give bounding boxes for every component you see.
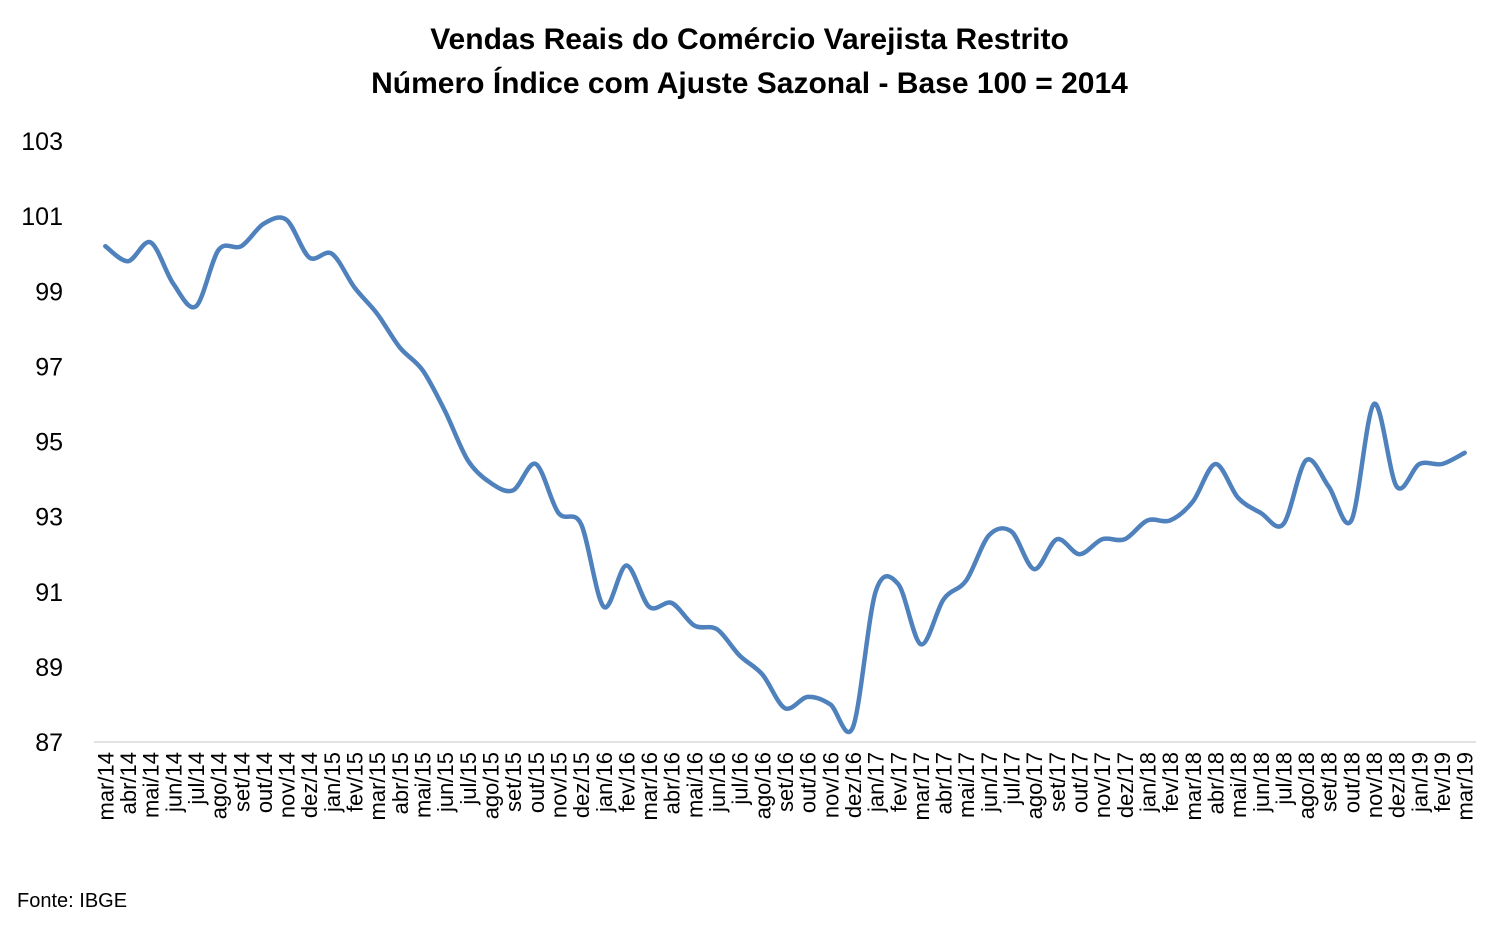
x-tick-label: mar/18 xyxy=(1181,752,1206,820)
x-tick-label: abr/16 xyxy=(660,752,685,814)
x-tick-label: mar/16 xyxy=(637,752,662,820)
x-tick-label: set/18 xyxy=(1317,752,1342,812)
x-tick-label: mar/14 xyxy=(93,752,118,820)
x-tick-label: set/15 xyxy=(501,752,526,812)
x-tick-label: fev/19 xyxy=(1430,752,1455,812)
chart-title: Vendas Reais do Comércio Varejista Restr… xyxy=(0,18,1499,106)
x-tick-label: jan/15 xyxy=(320,752,345,813)
y-tick-label: 87 xyxy=(35,729,63,757)
x-tick-label: jun/16 xyxy=(705,752,730,813)
x-tick-label: out/15 xyxy=(524,752,549,813)
x-tick-label: fev/17 xyxy=(886,752,911,812)
x-tick-label: abr/18 xyxy=(1203,752,1228,814)
x-tick-label: nov/18 xyxy=(1362,752,1387,818)
x-tick-label: nov/15 xyxy=(546,752,571,818)
x-tick-label: set/14 xyxy=(229,752,254,812)
x-tick-label: fev/18 xyxy=(1158,752,1183,812)
x-tick-label: nov/17 xyxy=(1090,752,1115,818)
x-tick-label: jul/16 xyxy=(728,752,753,806)
source-note: Fonte: IBGE xyxy=(17,890,128,912)
x-tick-label: jul/14 xyxy=(184,752,209,806)
chart-title-line-2: Número Índice com Ajuste Sazonal - Base … xyxy=(371,67,1128,100)
x-tick-label: ago/18 xyxy=(1294,752,1319,819)
x-tick-label: dez/18 xyxy=(1385,752,1410,818)
x-tick-label: dez/15 xyxy=(569,752,594,818)
x-tick-label: jun/14 xyxy=(161,752,186,813)
y-tick-label: 99 xyxy=(35,278,63,306)
y-axis-ticks: 87 89 91 93 95 97 99 101 103 xyxy=(21,128,63,757)
x-tick-label: mai/16 xyxy=(682,752,707,818)
x-tick-label: fev/15 xyxy=(343,752,368,812)
x-tick-label: set/16 xyxy=(773,752,798,812)
x-tick-label: mar/17 xyxy=(909,752,934,820)
x-axis-ticks: mar/14abr/14mai/14jun/14jul/14ago/14set/… xyxy=(93,752,1477,820)
x-tick-label: out/14 xyxy=(252,752,277,813)
x-tick-label: jun/18 xyxy=(1249,752,1274,813)
x-tick-label: set/17 xyxy=(1045,752,1070,812)
y-tick-label: 103 xyxy=(21,128,63,156)
x-tick-label: mar/15 xyxy=(365,752,390,820)
series-line xyxy=(103,215,1467,735)
x-tick-label: jan/18 xyxy=(1135,752,1160,813)
x-tick-label: out/18 xyxy=(1339,752,1364,813)
x-tick-label: mai/14 xyxy=(139,752,164,818)
x-tick-label: jan/19 xyxy=(1407,752,1432,813)
x-tick-label: ago/16 xyxy=(750,752,775,819)
x-tick-label: dez/14 xyxy=(297,752,322,818)
y-tick-label: 101 xyxy=(21,203,63,231)
y-tick-label: 89 xyxy=(35,654,63,682)
x-tick-label: nov/16 xyxy=(818,752,843,818)
y-tick-label: 91 xyxy=(35,579,63,607)
x-tick-label: ago/14 xyxy=(207,752,232,819)
x-tick-label: ago/17 xyxy=(1022,752,1047,819)
x-tick-label: dez/16 xyxy=(841,752,866,818)
y-tick-label: 93 xyxy=(35,504,63,532)
x-tick-label: jul/17 xyxy=(1000,752,1025,806)
y-tick-label: 95 xyxy=(35,429,63,457)
x-tick-label: ago/15 xyxy=(478,752,503,819)
x-tick-label: abr/17 xyxy=(932,752,957,814)
x-tick-label: mai/18 xyxy=(1226,752,1251,818)
x-tick-label: abr/15 xyxy=(388,752,413,814)
x-tick-label: fev/16 xyxy=(614,752,639,812)
x-tick-label: mai/15 xyxy=(411,752,436,818)
x-tick-label: nov/14 xyxy=(275,752,300,818)
chart-title-line-1: Vendas Reais do Comércio Varejista Restr… xyxy=(430,23,1069,56)
x-tick-label: jul/15 xyxy=(456,752,481,806)
x-tick-label: out/16 xyxy=(796,752,821,813)
x-tick-label: jun/15 xyxy=(433,752,458,813)
x-tick-label: jun/17 xyxy=(977,752,1002,813)
y-tick-label: 97 xyxy=(35,353,63,381)
x-tick-label: mar/19 xyxy=(1453,752,1478,820)
x-tick-label: jul/18 xyxy=(1271,752,1296,806)
x-tick-label: out/17 xyxy=(1068,752,1093,813)
x-tick-label: dez/17 xyxy=(1113,752,1138,818)
x-tick-label: mai/17 xyxy=(954,752,979,818)
x-tick-label: jan/17 xyxy=(864,752,889,813)
x-tick-label: abr/14 xyxy=(116,752,141,814)
x-tick-label: jan/16 xyxy=(592,752,617,813)
